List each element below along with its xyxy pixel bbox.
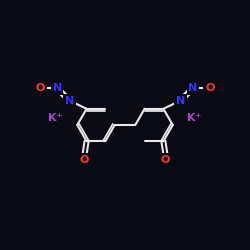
- Text: O: O: [36, 83, 45, 93]
- Text: N: N: [52, 83, 62, 93]
- Text: O: O: [161, 155, 170, 165]
- Text: N: N: [176, 96, 185, 106]
- Text: K⁺: K⁺: [188, 113, 202, 123]
- Text: K⁺: K⁺: [48, 113, 62, 123]
- Text: N: N: [65, 96, 74, 106]
- Text: O: O: [205, 83, 214, 93]
- Text: N: N: [188, 83, 198, 93]
- Text: O: O: [80, 155, 89, 165]
